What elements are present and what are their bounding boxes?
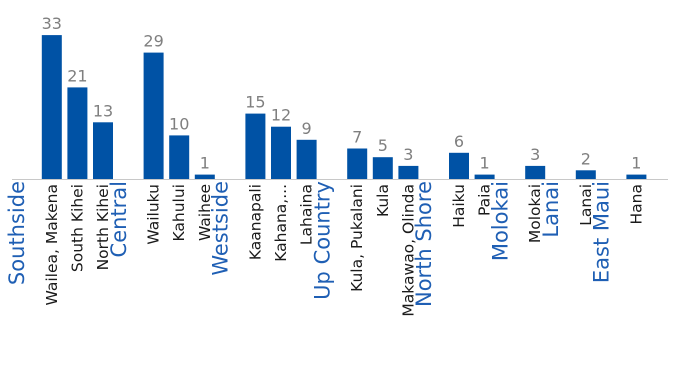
category-label: Waihee [196,184,214,241]
category-label: Kahana,... [272,184,290,262]
category-label: Hana [627,184,645,224]
value-label: 5 [378,136,388,155]
category-label: Kula [374,184,392,217]
value-label: 1 [480,154,490,173]
bar [194,174,215,179]
bar [474,174,495,179]
value-label: 3 [403,145,413,164]
category-label: North Kihei [94,184,112,270]
value-label: 29 [143,32,163,51]
bar [347,148,368,179]
bar [41,35,62,179]
category-label: Lanai [577,184,595,226]
value-label: 3 [530,145,540,164]
group-label: Molokai [488,181,512,261]
value-label: 9 [302,119,312,138]
category-label: Molokai [526,184,544,243]
group-label: Southside [5,181,29,285]
category-label: Kahului [170,184,188,241]
bar [67,87,88,179]
group-label: Lanai [539,181,563,238]
bar [525,165,546,179]
category-label: Haiku [450,184,468,228]
value-label: 12 [271,106,291,125]
value-label: 15 [245,93,265,112]
bar [626,174,647,179]
category-label: Makawao, Olinda [399,184,417,317]
bar [169,135,190,179]
category-label: Wailuku [145,184,163,245]
bar [143,52,164,179]
value-label: 6 [454,132,464,151]
bar [271,126,291,179]
bar [575,170,596,179]
value-label: 13 [93,101,113,120]
category-label: Lahaina [298,184,316,245]
group-label: Westside [209,181,233,276]
bar [372,157,393,179]
group-label: North Shore [412,181,436,307]
value-label: 33 [42,14,62,33]
category-label: Kaanapali [246,184,264,260]
value-label: 1 [200,154,210,173]
category-label: Wailea, Makena [43,184,61,306]
value-label: 21 [67,66,87,85]
bar [245,113,266,179]
value-label: 1 [631,154,641,173]
group-label: Central [107,181,131,257]
bar [93,122,113,179]
value-label: 10 [169,114,189,133]
category-label: South Kihei [68,184,86,272]
value-label: 7 [352,128,362,147]
value-label: 2 [581,149,591,168]
bar [398,165,419,179]
category-label: Kula, Pukalani [348,184,366,292]
bar [449,152,469,179]
group-label: Up Country [310,181,334,300]
bar [296,139,317,179]
group-label: East Maui [590,181,614,283]
category-label: Paia [476,184,494,216]
